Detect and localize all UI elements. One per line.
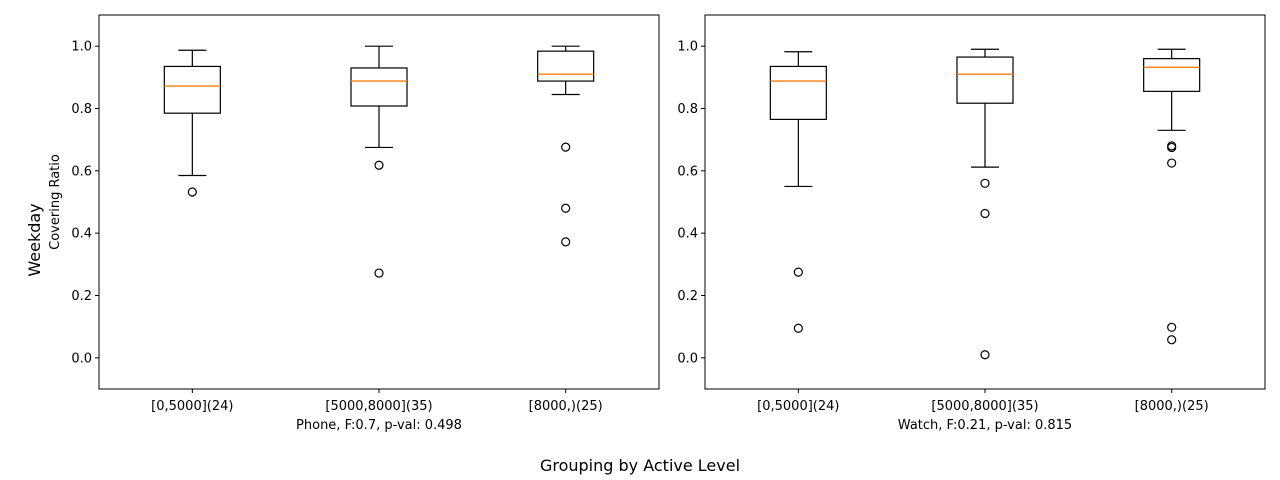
y-tick-label: 0.8 <box>71 102 92 117</box>
box-3 <box>537 45 595 247</box>
outlier-point <box>980 350 990 360</box>
outlier-point <box>793 323 803 333</box>
outlier-point <box>980 178 990 188</box>
box-iqr <box>537 50 595 82</box>
x-axis-label: Phone, F:0.7, p-val: 0.498 <box>296 418 462 433</box>
y-tick-label: 0.0 <box>71 351 92 366</box>
y-tick-label: 1.0 <box>677 40 698 55</box>
chart-panel-2: 0.0 0.2 0.4 0.6 0.8 1.0 [0,5000](24) [5000,8000… <box>677 14 1266 433</box>
figure-xlabel: Grouping by Active Level <box>540 456 740 475</box>
box-iqr <box>956 56 1014 104</box>
outlier-point <box>561 237 571 247</box>
x-tick-label: [8000,)(25) <box>1135 399 1209 414</box>
y-axis-label: Covering Ratio <box>48 154 63 250</box>
outlier-point <box>1167 322 1177 332</box>
box-3 <box>1143 48 1201 345</box>
outlier-point <box>374 160 384 170</box>
x-tick-label: [0,5000](24) <box>757 399 839 414</box>
box-2 <box>350 45 408 278</box>
box-iqr <box>350 67 408 107</box>
y-tick-label: 0.0 <box>677 351 698 366</box>
x-tick-label: [8000,)(25) <box>529 399 603 414</box>
y-tick-label: 0.6 <box>71 164 92 179</box>
x-tick-label: [5000,8000](35) <box>931 399 1038 414</box>
box-iqr <box>1143 58 1201 92</box>
y-tick-label: 0.4 <box>677 227 698 242</box>
y-tick-label: 0.2 <box>71 289 92 304</box>
y-tick-label: 0.2 <box>677 289 698 304</box>
box-1 <box>769 51 827 333</box>
row-label: Weekday <box>25 203 44 276</box>
outlier-point <box>1167 158 1177 168</box>
outlier-point <box>561 142 571 152</box>
box-1 <box>163 49 221 197</box>
outlier-point <box>187 187 197 197</box>
axes-frame <box>704 14 1266 390</box>
outlier-point <box>1167 335 1177 345</box>
outlier-point <box>793 267 803 277</box>
axes-frame <box>98 14 660 390</box>
box-iqr <box>769 65 827 121</box>
outlier-point <box>561 203 571 213</box>
chart-panel-1: 0.0 0.2 0.4 0.6 0.8 1.0 [0,5000](24) [5000,8000… <box>48 14 660 433</box>
outlier-point <box>374 268 384 278</box>
x-tick-label: [5000,8000](35) <box>325 399 432 414</box>
y-tick-label: 0.6 <box>677 164 698 179</box>
y-tick-label: 1.0 <box>71 40 92 55</box>
x-tick-label: [0,5000](24) <box>151 399 233 414</box>
outlier-point <box>1167 142 1177 153</box>
outlier-point <box>980 208 990 219</box>
box-iqr <box>163 65 221 114</box>
x-axis-label: Watch, F:0.21, p-val: 0.815 <box>898 418 1072 433</box>
box-2 <box>956 48 1014 360</box>
y-tick-label: 0.4 <box>71 227 92 242</box>
y-tick-label: 0.8 <box>677 102 698 117</box>
